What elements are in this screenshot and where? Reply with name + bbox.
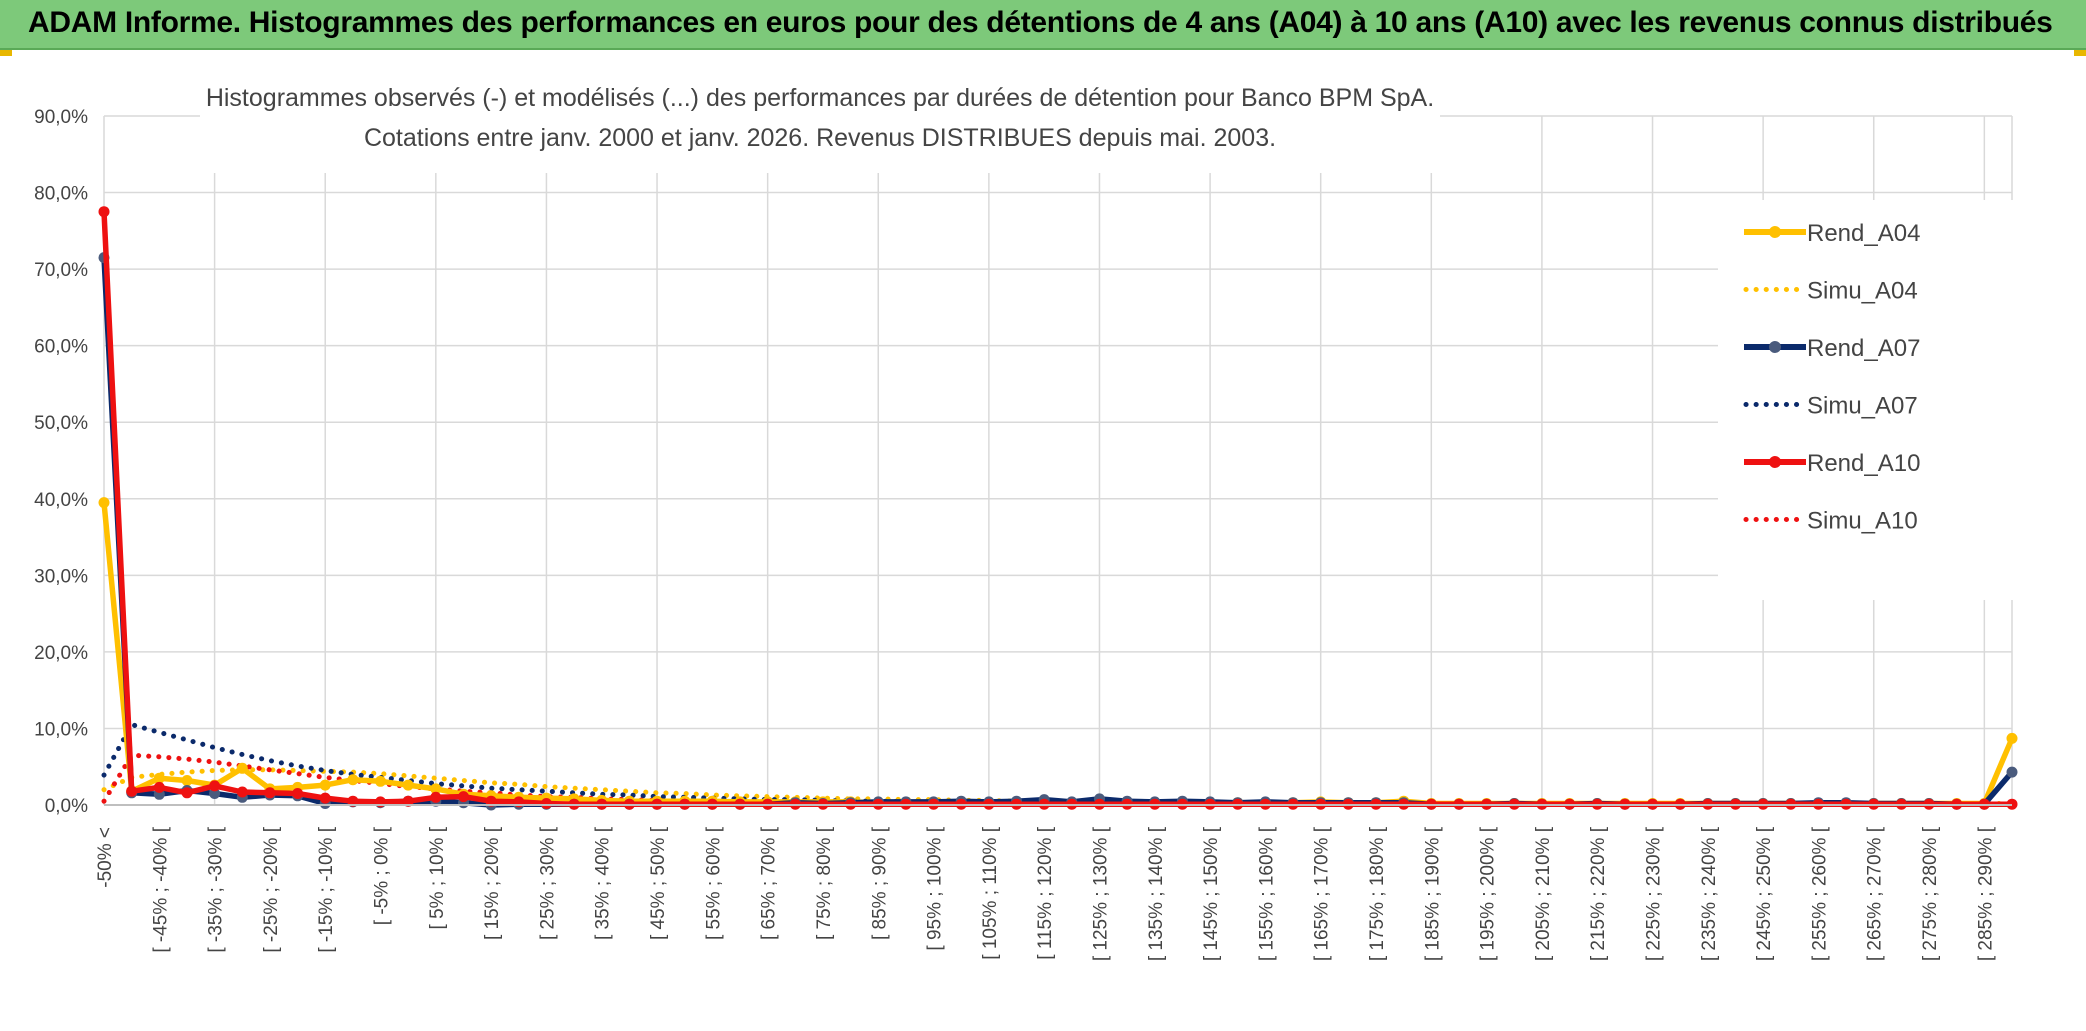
x-tick-label: [ 85% ; 90% [ [869, 826, 890, 940]
data-point [319, 779, 331, 791]
x-tick-label: [ 135% ; 140% [ [1146, 826, 1167, 961]
x-tick-label: [ 175% ; 180% [ [1367, 826, 1388, 961]
x-tick-label: [ 115% ; 120% [ [1035, 826, 1056, 959]
x-tick-label: [ 145% ; 150% [ [1201, 826, 1222, 961]
data-point [153, 781, 165, 793]
y-tick-label: 0,0% [45, 796, 88, 817]
x-tick-label: [ 165% ; 170% [ [1312, 826, 1333, 961]
y-tick-label: 50,0% [34, 413, 88, 434]
data-point [485, 795, 497, 807]
legend-marker [1769, 456, 1781, 468]
legend-label: Simu_A07 [1807, 393, 1918, 420]
data-point [402, 795, 414, 807]
data-point [209, 788, 221, 799]
x-tick-label: [ 75% ; 80% [ [814, 826, 835, 940]
chart-title-background [200, 75, 1440, 173]
x-tick-label: [ 255% ; 260% [ [1809, 826, 1830, 961]
legend-label: Simu_A10 [1807, 508, 1918, 535]
legend-marker [1769, 226, 1781, 238]
report-banner: ADAM Informe. Histogrammes des performan… [0, 0, 2086, 50]
data-point [540, 798, 552, 809]
y-tick-label: 70,0% [34, 260, 88, 281]
x-tick-label: [ -45% ; -40% [ [150, 826, 171, 952]
x-tick-label: [ 215% ; 220% [ [1588, 826, 1609, 961]
x-tick-label: [ -35% ; -30% [ [206, 826, 227, 952]
x-tick-label: [ 155% ; 160% [ [1256, 826, 1277, 961]
x-tick-label: [ 205% ; 210% [ [1533, 826, 1554, 961]
y-tick-label: 80,0% [34, 184, 88, 205]
series-line-simu-a07 [101, 721, 2015, 807]
data-point [181, 787, 193, 799]
data-point [264, 787, 276, 799]
x-tick-label: [ 65% ; 70% [ [759, 826, 780, 940]
x-tick-label: [ 235% ; 240% [ [1699, 826, 1720, 961]
data-point [458, 791, 469, 803]
corner-mark-right [2074, 50, 2086, 56]
histogram-chart: 0,0% 10,0% 20,0% 30,0% 40,0% 50,0% 60,0% 70,0% 8… [34, 75, 2018, 961]
report-title: ADAM Informe. Histogrammes des performan… [28, 6, 2053, 39]
x-tick-label: [ 45% ; 50% [ [648, 826, 669, 940]
data-point [430, 783, 442, 795]
data-point [236, 786, 248, 798]
x-tick-label: [ 225% ; 230% [ [1644, 826, 1665, 961]
data-point [347, 774, 359, 786]
x-tick-label: [ 285% ; 290% [ [1975, 826, 1996, 961]
x-tick-label: -50% < [95, 827, 116, 888]
x-tick-label: [ 15% ; 20% [ [482, 826, 503, 940]
x-tick-label: [ 5% ; 10% [ [427, 826, 448, 929]
data-point [402, 779, 414, 791]
x-tick-label: [ 275% ; 280% [ [1920, 826, 1941, 961]
data-point [430, 791, 442, 803]
x-tick-label: [ 125% ; 130% [ [1090, 826, 1111, 961]
x-tick-label: [ 25% ; 30% [ [537, 826, 558, 940]
legend-label: Simu_A04 [1807, 278, 1918, 305]
data-point [98, 497, 110, 509]
legend-label: Rend_A10 [1807, 450, 1920, 477]
y-tick-label: 30,0% [34, 566, 88, 587]
legend-background [1718, 200, 2018, 600]
x-tick-label: [ -5% ; 0% [ [372, 826, 393, 925]
x-tick-label: [ 35% ; 40% [ [593, 826, 614, 940]
x-tick-label: [ -25% ; -20% [ [261, 826, 282, 952]
x-tick-label: [ 105% ; 110% [ [980, 826, 1001, 959]
data-point [2006, 766, 2018, 778]
x-tick-label: [ 95% ; 100% [ [925, 826, 946, 950]
y-tick-label: 90,0% [34, 107, 88, 128]
data-point [319, 792, 331, 804]
data-point [2006, 732, 2018, 744]
chart-title-line2: Cotations entre janv. 2000 et janv. 2026… [364, 124, 1276, 152]
legend-marker [1769, 341, 1781, 353]
chart-title-line1: Histogrammes observés (-) et modélisés (… [206, 84, 1434, 112]
legend-label: Rend_A07 [1807, 335, 1920, 362]
data-point [98, 206, 110, 218]
data-point [375, 775, 386, 787]
y-tick-label: 10,0% [34, 719, 88, 740]
x-tick-label: [ 265% ; 270% [ [1865, 826, 1886, 961]
legend-label: Rend_A04 [1807, 220, 1920, 247]
data-point [209, 780, 221, 792]
x-tick-label: [ 195% ; 200% [ [1478, 826, 1499, 961]
data-point [347, 795, 359, 807]
data-point [126, 785, 138, 797]
y-tick-label: 40,0% [34, 490, 88, 511]
y-axis: 0,0% 10,0% 20,0% 30,0% 40,0% 50,0% 60,0% 70,0% 8… [34, 107, 88, 817]
x-axis: -50% < [ -45% ; -40% [ [ -35% ; -30% [ [ -2… [95, 804, 2012, 961]
data-point [236, 762, 248, 774]
data-point [153, 772, 165, 784]
corner-mark-left [0, 50, 12, 56]
y-tick-label: 60,0% [34, 337, 88, 358]
x-tick-label: [ 245% ; 250% [ [1754, 826, 1775, 961]
data-point [292, 788, 304, 799]
x-tick-label: [ 55% ; 60% [ [703, 826, 724, 940]
x-tick-label: [ 185% ; 190% [ [1422, 826, 1443, 961]
y-tick-label: 20,0% [34, 643, 88, 664]
x-tick-label: [ -15% ; -10% [ [316, 826, 337, 952]
data-point [181, 775, 193, 786]
chart-legend: Rend_A04 Simu_A04 Rend_A07 Simu_A07 Rend_A10… [1718, 200, 2018, 600]
